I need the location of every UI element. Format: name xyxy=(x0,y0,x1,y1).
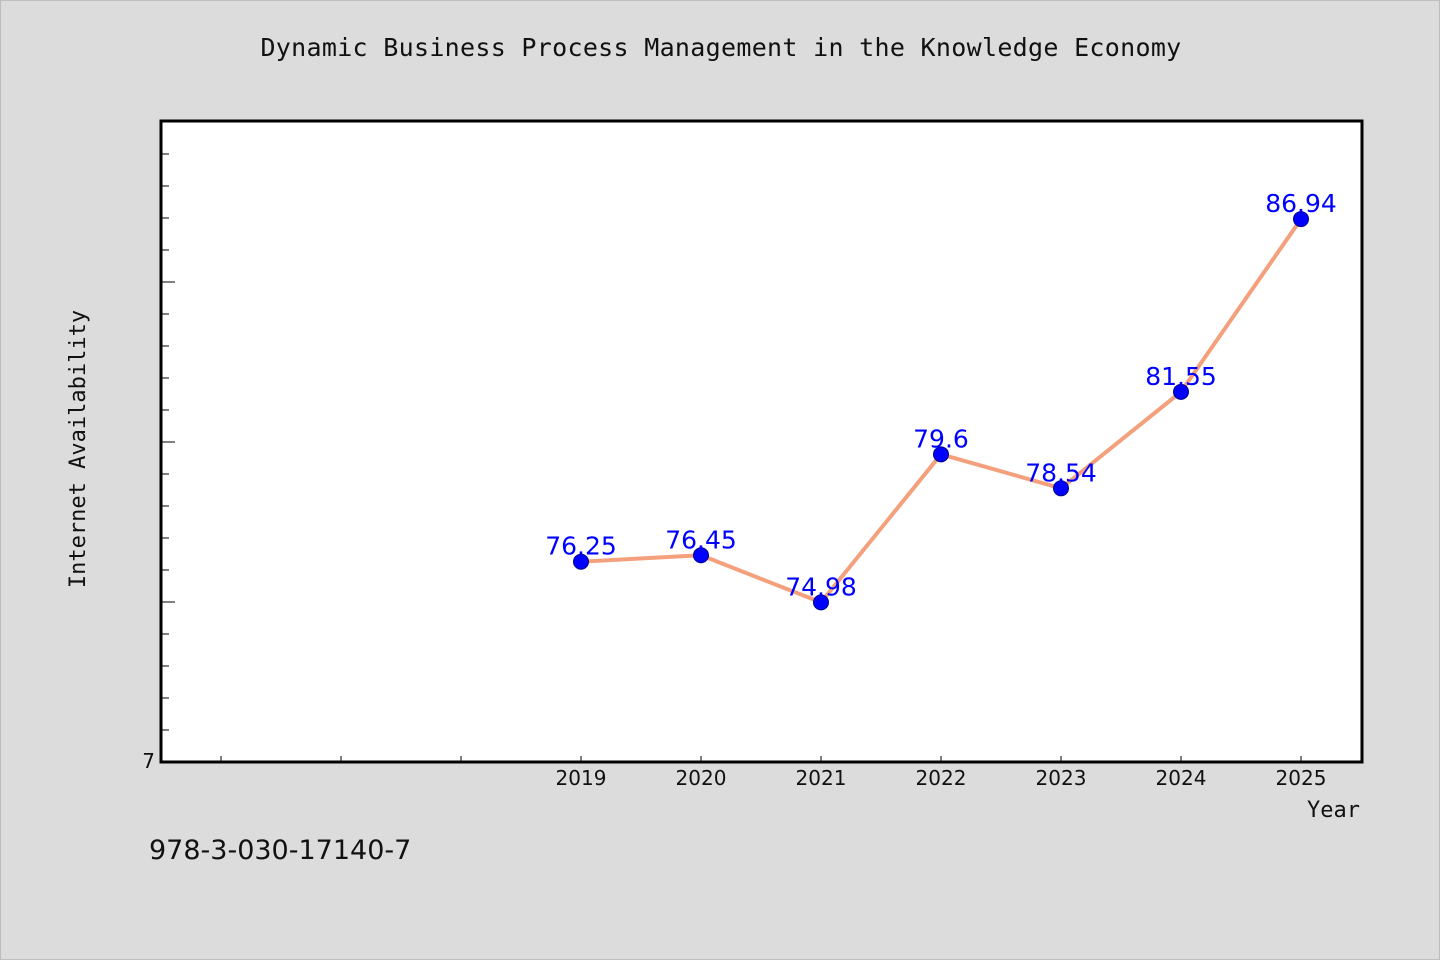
data-point xyxy=(1173,383,1189,400)
data-point xyxy=(813,594,829,611)
x-axis-label: Year xyxy=(1307,798,1360,823)
plot-area xyxy=(159,119,1364,764)
data-label: 81.55 xyxy=(1145,362,1217,391)
data-label: 86.94 xyxy=(1265,189,1337,218)
data-point-markers xyxy=(573,211,1309,611)
data-label: 76.45 xyxy=(665,525,737,554)
data-label: 78.54 xyxy=(1025,458,1097,487)
y-axis-tick-labels: 7 xyxy=(142,749,155,773)
y-axis-ticks xyxy=(161,153,175,763)
data-labels: 76.25 76.45 74.98 79.6 78.54 81.55 86.94 xyxy=(545,189,1337,601)
x-axis-ticks xyxy=(220,756,1302,762)
x-tick-label: 2024 xyxy=(1156,766,1207,790)
y-axis-label: Internet Availability xyxy=(66,310,91,588)
footer-isbn: 978-3-030-17140-7 xyxy=(149,835,412,866)
data-point xyxy=(573,553,589,570)
x-tick-label: 2025 xyxy=(1276,766,1327,790)
x-tick-label: 2021 xyxy=(796,766,847,790)
data-label: 79.6 xyxy=(913,424,969,453)
data-point xyxy=(1293,211,1309,228)
data-point xyxy=(933,446,949,463)
data-label: 76.25 xyxy=(545,532,617,561)
data-point xyxy=(693,547,709,564)
x-tick-label: 2020 xyxy=(676,766,727,790)
x-axis-tick-labels: 2019 2020 2021 2022 2023 2024 2025 xyxy=(556,766,1327,790)
data-label: 74.98 xyxy=(785,572,857,601)
chart-title: Dynamic Business Process Management in t… xyxy=(260,33,1182,62)
x-tick-label: 2023 xyxy=(1036,766,1087,790)
data-point xyxy=(1053,480,1069,497)
x-tick-label: 2022 xyxy=(916,766,967,790)
x-tick-label: 2019 xyxy=(556,766,607,790)
y-tick-label: 7 xyxy=(142,749,155,773)
